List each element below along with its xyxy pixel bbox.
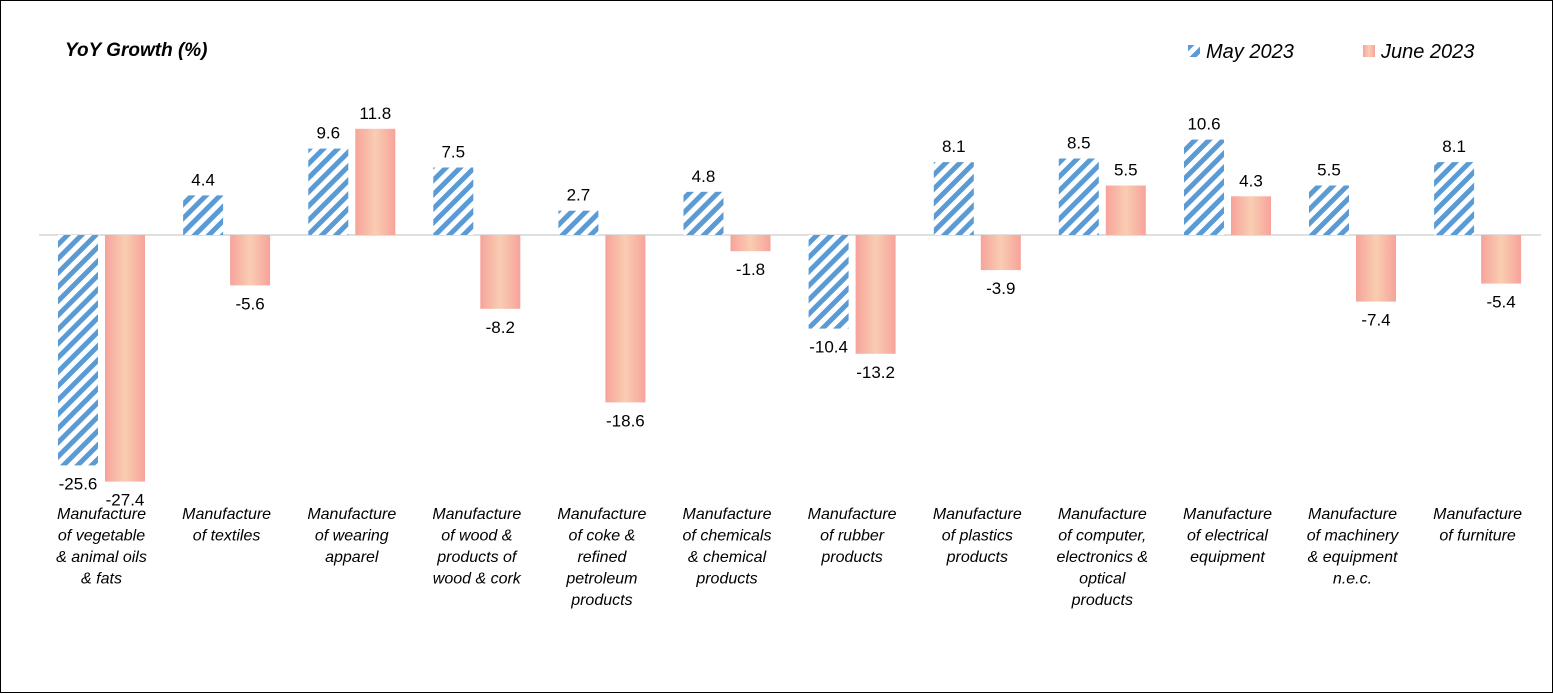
value-label-june-10: -7.4 xyxy=(1361,311,1390,330)
category-label-2: Manufacture of wearing apparel xyxy=(307,506,396,566)
value-label-june-5: -1.8 xyxy=(736,260,765,279)
category-label-9: Manufacture of electrical equipment xyxy=(1183,506,1272,566)
value-label-may-4: 2.7 xyxy=(567,186,591,205)
bar-june-0 xyxy=(105,235,145,482)
bar-june-3 xyxy=(480,235,521,309)
category-labels-group: Manufacture of vegetable & animal oils & fa… xyxy=(56,506,1522,609)
legend: May 2023 June 2023 xyxy=(1188,41,1474,63)
bar-may-0 xyxy=(58,235,98,466)
value-label-may-3: 7.5 xyxy=(441,143,465,162)
value-label-may-0: -25.6 xyxy=(59,474,98,493)
bar-june-9 xyxy=(1231,196,1271,235)
bars-group xyxy=(58,128,1522,482)
category-label-3: Manufacture of wood & products of wood & co… xyxy=(432,506,521,588)
legend-swatch-may xyxy=(1188,45,1200,57)
bar-june-6 xyxy=(855,235,896,354)
value-label-may-1: 4.4 xyxy=(191,170,215,189)
value-labels-group: -25.6 -27.4 4.4 -5.6 9.6 11.8 7.5 -8.2 2.7 -18.6 4… xyxy=(59,104,1516,510)
value-label-may-7: 8.1 xyxy=(942,137,966,156)
value-label-june-7: -3.9 xyxy=(986,279,1015,298)
value-label-may-5: 4.8 xyxy=(692,167,716,186)
bar-june-4 xyxy=(605,235,646,403)
bar-may-2 xyxy=(308,148,349,235)
category-label-11: Manufacture of furniture xyxy=(1433,506,1522,545)
bar-june-5 xyxy=(730,235,771,252)
bar-may-3 xyxy=(433,167,474,235)
bar-may-7 xyxy=(933,162,974,235)
category-label-7: Manufacture of plastics products xyxy=(933,506,1022,566)
value-label-june-0: -27.4 xyxy=(106,491,145,510)
bar-june-11 xyxy=(1481,235,1522,284)
category-label-10: Manufacture of machinery & equipment n.e.c. xyxy=(1307,506,1400,588)
bar-june-1 xyxy=(230,235,271,286)
value-label-june-2: 11.8 xyxy=(359,104,391,123)
category-label-5: Manufacture of chemicals & chemical product… xyxy=(683,506,772,588)
bar-may-5 xyxy=(683,191,724,235)
bar-may-6 xyxy=(808,235,849,329)
bar-may-11 xyxy=(1434,162,1475,235)
value-label-june-11: -5.4 xyxy=(1486,293,1515,312)
bar-june-8 xyxy=(1105,185,1146,235)
category-label-4: Manufacture of coke & refined petroleum prod… xyxy=(557,506,646,609)
value-label-june-9: 4.3 xyxy=(1239,171,1263,190)
value-label-june-4: -18.6 xyxy=(606,411,645,430)
bar-may-8 xyxy=(1058,158,1099,235)
value-label-june-6: -13.2 xyxy=(856,363,895,382)
value-label-june-3: -8.2 xyxy=(486,318,515,337)
value-label-june-8: 5.5 xyxy=(1114,161,1138,180)
category-label-8: Manufacture of computer, electronics & opti… xyxy=(1057,506,1149,609)
value-label-may-2: 9.6 xyxy=(316,124,340,143)
value-label-may-10: 5.5 xyxy=(1317,161,1341,180)
value-label-may-9: 10.6 xyxy=(1187,115,1220,134)
category-label-0: Manufacture of vegetable & animal oils & fa… xyxy=(56,506,147,588)
bar-june-10 xyxy=(1356,235,1396,302)
value-label-may-6: -10.4 xyxy=(809,338,848,357)
category-label-1: Manufacture of textiles xyxy=(182,506,271,545)
bar-may-4 xyxy=(558,210,599,235)
value-label-may-8: 8.5 xyxy=(1067,134,1091,153)
value-label-june-1: -5.6 xyxy=(235,294,264,313)
category-label-6: Manufacture of rubber products xyxy=(808,506,897,566)
bar-may-1 xyxy=(183,195,224,235)
legend-label-may: May 2023 xyxy=(1206,41,1294,63)
bar-june-2 xyxy=(355,128,396,235)
bar-june-7 xyxy=(980,235,1021,271)
value-label-may-11: 8.1 xyxy=(1442,137,1466,156)
legend-swatch-june xyxy=(1363,45,1375,57)
legend-label-june: June 2023 xyxy=(1380,41,1474,63)
bar-may-10 xyxy=(1309,185,1349,235)
chart-title: YoY Growth (%) xyxy=(65,40,208,61)
bar-may-9 xyxy=(1184,139,1224,235)
